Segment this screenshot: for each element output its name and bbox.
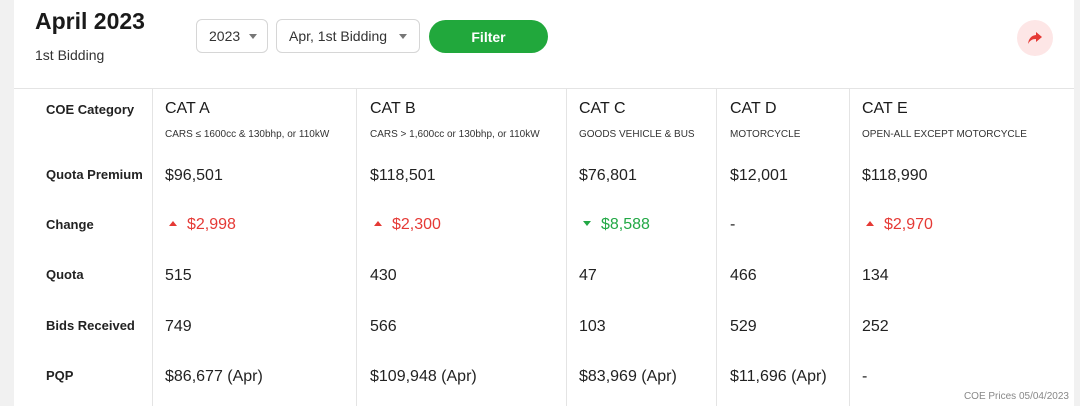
caret-down-icon xyxy=(399,33,407,39)
coe-card: April 2023 1st Bidding 2023 Apr, 1st Bid… xyxy=(14,0,1074,406)
category-description: MOTORCYCLE xyxy=(730,129,801,140)
change-value: - xyxy=(730,216,736,233)
share-button[interactable] xyxy=(1017,20,1053,56)
row-label-pqp: PQP xyxy=(46,368,74,383)
triangle-down-icon xyxy=(583,221,591,226)
quota-premium-value: $118,990 xyxy=(862,167,928,184)
year-select-value: 2023 xyxy=(209,28,241,44)
change-value: $2,970 xyxy=(866,216,933,234)
change-amount: $8,588 xyxy=(601,216,650,233)
category-description: CARS > 1,600cc or 130bhp, or 110kW xyxy=(370,129,540,140)
category-name: CAT B xyxy=(370,100,416,117)
row-label-bids-received: Bids Received xyxy=(46,318,135,333)
category-column-c: CAT C GOODS VEHICLE & BUS $76,801 $8,588… xyxy=(566,89,717,406)
triangle-up-icon xyxy=(374,221,382,226)
change-value: $2,998 xyxy=(169,216,236,234)
row-label-quota: Quota xyxy=(46,267,84,282)
category-description: OPEN-ALL EXCEPT MOTORCYCLE xyxy=(862,129,1027,140)
category-column-e: CAT E OPEN-ALL EXCEPT MOTORCYCLE $118,99… xyxy=(849,89,1075,406)
filter-button[interactable]: Filter xyxy=(429,20,548,53)
pqp-value: $83,969 (Apr) xyxy=(579,368,677,385)
page-title: April 2023 xyxy=(35,8,145,34)
bids-received-value: 529 xyxy=(730,318,757,335)
quota-premium-value: $96,501 xyxy=(165,167,223,184)
coe-table: COE Category Quota Premium Change Quota … xyxy=(14,89,1074,406)
triangle-up-icon xyxy=(169,221,177,226)
category-column-a: CAT A CARS ≤ 1600cc & 130bhp, or 110kW $… xyxy=(152,89,357,406)
category-name: CAT C xyxy=(579,100,626,117)
bids-received-value: 252 xyxy=(862,318,889,335)
quota-value: 134 xyxy=(862,267,889,284)
change-value: $8,588 xyxy=(583,216,650,234)
row-label-change: Change xyxy=(46,217,94,232)
pqp-value: $109,948 (Apr) xyxy=(370,368,477,385)
category-name: CAT D xyxy=(730,100,777,117)
quota-premium-value: $76,801 xyxy=(579,167,637,184)
category-name: CAT A xyxy=(165,100,210,117)
pqp-value: $86,677 (Apr) xyxy=(165,368,263,385)
category-column-d: CAT D MOTORCYCLE $12,001 - 466 529 $11,6… xyxy=(716,89,850,406)
category-description: GOODS VEHICLE & BUS xyxy=(579,129,695,140)
pqp-value: - xyxy=(862,368,868,385)
quota-value: 515 xyxy=(165,267,192,284)
period-select[interactable]: Apr, 1st Bidding xyxy=(276,19,420,53)
bids-received-value: 103 xyxy=(579,318,606,335)
page-header: April 2023 1st Bidding 2023 Apr, 1st Bid… xyxy=(14,0,1074,89)
quota-value: 466 xyxy=(730,267,757,284)
category-column-b: CAT B CARS > 1,600cc or 130bhp, or 110kW… xyxy=(356,89,567,406)
change-value: $2,300 xyxy=(374,216,441,234)
row-label-category: COE Category xyxy=(46,102,135,117)
share-arrow-icon xyxy=(1028,32,1042,44)
bids-received-value: 566 xyxy=(370,318,397,335)
quota-value: 47 xyxy=(579,267,597,284)
change-amount: $2,970 xyxy=(884,216,933,233)
quota-value: 430 xyxy=(370,267,397,284)
category-name: CAT E xyxy=(862,100,908,117)
category-description: CARS ≤ 1600cc & 130bhp, or 110kW xyxy=(165,129,330,140)
year-select[interactable]: 2023 xyxy=(196,19,268,53)
quota-premium-value: $118,501 xyxy=(370,167,436,184)
quota-premium-value: $12,001 xyxy=(730,167,788,184)
page-subtitle: 1st Bidding xyxy=(35,47,105,63)
bids-received-value: 749 xyxy=(165,318,192,335)
period-select-value: Apr, 1st Bidding xyxy=(289,28,388,44)
pqp-value: $11,696 (Apr) xyxy=(730,368,827,385)
change-amount: $2,998 xyxy=(187,216,236,233)
triangle-up-icon xyxy=(866,221,874,226)
footer-note: COE Prices 05/04/2023 xyxy=(963,391,1069,402)
row-label-quota-premium: Quota Premium xyxy=(46,167,143,182)
change-amount: $2,300 xyxy=(392,216,441,233)
caret-down-icon xyxy=(249,33,258,39)
